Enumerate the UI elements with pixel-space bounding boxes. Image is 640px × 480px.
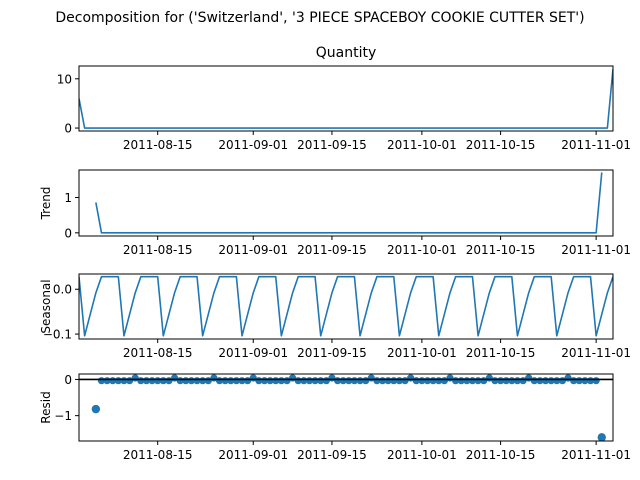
x-tick-label: 2011-10-15 xyxy=(466,243,536,257)
y-tick-label: −1 xyxy=(54,409,72,423)
plot-area xyxy=(79,275,613,337)
panel-ylabel: Trend xyxy=(39,187,53,221)
x-tick-label: 2011-09-01 xyxy=(218,243,288,257)
quantity-series-line xyxy=(79,68,613,129)
x-tick-label: 2011-09-15 xyxy=(297,243,367,257)
y-tick-label: 0 xyxy=(64,226,72,240)
x-tick-label: 2011-10-01 xyxy=(387,346,457,360)
x-tick-label: 2011-10-01 xyxy=(387,243,457,257)
plot-area xyxy=(95,172,603,234)
plot-area xyxy=(79,68,613,129)
figure-suptitle: Decomposition for ('Switzerland', '3 PIE… xyxy=(55,10,584,26)
y-tick-label: 10 xyxy=(57,72,72,86)
y-tick-label: 0.0 xyxy=(53,283,72,297)
x-tick-label: 2011-10-01 xyxy=(387,448,457,462)
panel-frame xyxy=(78,273,614,340)
y-tick-label: −0.1 xyxy=(43,328,72,342)
x-tick-label: 2011-08-15 xyxy=(123,346,193,360)
x-tick-label: 2011-09-01 xyxy=(218,448,288,462)
x-tick-label: 2011-11-01 xyxy=(561,346,631,360)
panel-ylabel: Seasonal xyxy=(39,279,53,333)
x-tick-label: 2011-11-01 xyxy=(561,138,631,152)
y-tick-label: 0 xyxy=(64,122,72,136)
x-tick-label: 2011-10-15 xyxy=(466,346,536,360)
x-tick-label: 2011-09-01 xyxy=(218,346,288,360)
panel-resid: 0 −1 2011-08-15 2011-09-01 2011-09-15 2011-10… xyxy=(39,373,631,462)
panel-frame xyxy=(78,65,614,132)
panel-quantity: 0 10 2011-08-15 2011-09-01 2011-09-15 2011-10… xyxy=(57,45,631,152)
y-tick-label: 0 xyxy=(64,373,72,387)
x-tick-label: 2011-09-15 xyxy=(297,448,367,462)
panel-ylabel: Resid xyxy=(39,391,53,423)
x-tick-label: 2011-10-15 xyxy=(466,448,536,462)
trend-series-line xyxy=(95,172,603,234)
x-tick-label: 2011-09-15 xyxy=(297,138,367,152)
panel-frame xyxy=(78,373,614,442)
x-tick-label: 2011-08-15 xyxy=(123,243,193,257)
x-tick-label: 2011-09-15 xyxy=(297,346,367,360)
panel-frame xyxy=(78,169,614,237)
x-tick-label: 2011-08-15 xyxy=(123,138,193,152)
seasonal-series-line xyxy=(79,275,613,337)
x-tick-label: 2011-10-15 xyxy=(466,138,536,152)
panel-title: Quantity xyxy=(316,45,377,61)
panel-trend: 0 1 2011-08-15 2011-09-01 2011-09-15 2011-10-… xyxy=(39,169,631,257)
y-tick-label: 1 xyxy=(64,191,72,205)
panel-seasonal: 0.0 −0.1 2011-08-15 2011-09-01 2011-09-15 201… xyxy=(39,273,631,360)
x-tick-label: 2011-11-01 xyxy=(561,448,631,462)
resid-point xyxy=(91,404,101,414)
resid-point xyxy=(597,433,606,441)
resid-point xyxy=(592,377,600,385)
x-tick-label: 2011-10-01 xyxy=(387,138,457,152)
x-tick-label: 2011-09-01 xyxy=(218,138,288,152)
x-tick-label: 2011-08-15 xyxy=(123,448,193,462)
x-tick-label: 2011-11-01 xyxy=(561,243,631,257)
